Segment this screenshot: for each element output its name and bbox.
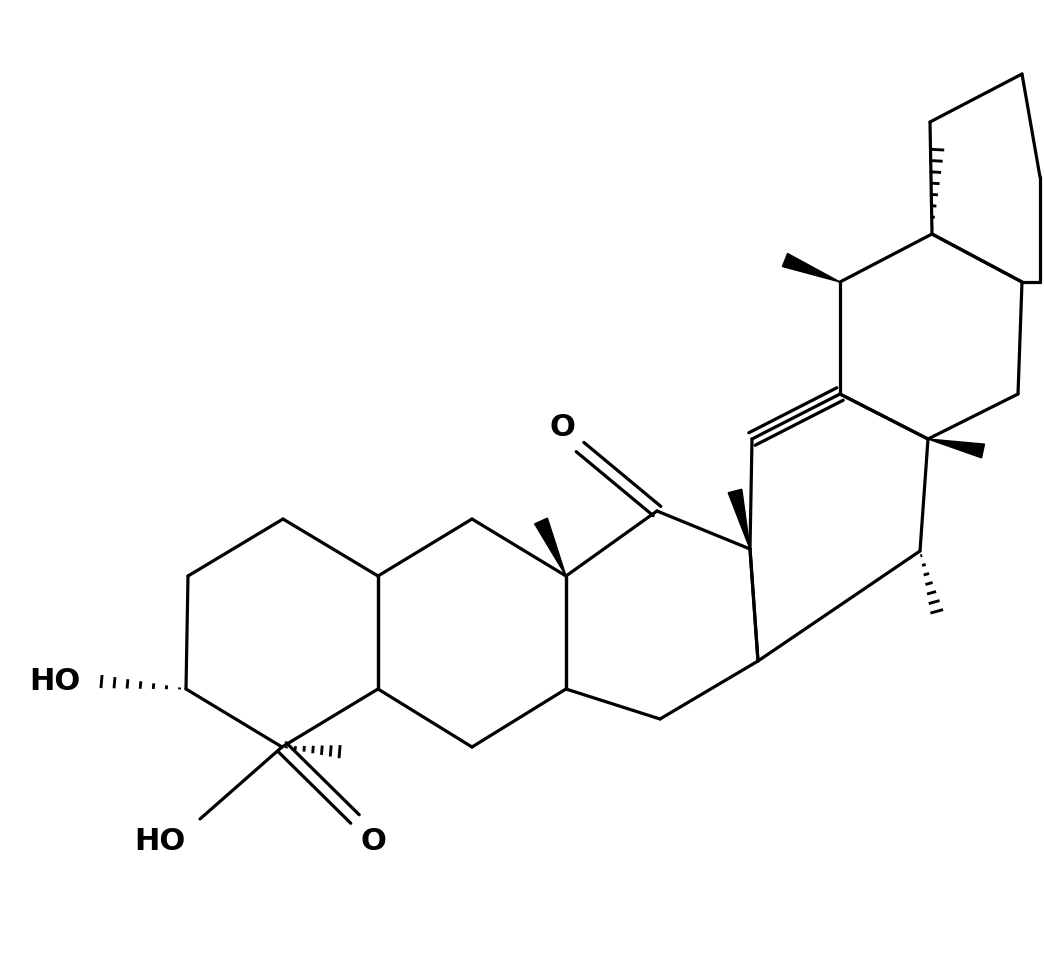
Text: HO: HO [135, 827, 186, 856]
Text: O: O [360, 827, 386, 856]
Polygon shape [729, 489, 750, 549]
Text: HO: HO [29, 667, 80, 696]
Text: O: O [549, 413, 575, 442]
Polygon shape [928, 440, 984, 458]
Polygon shape [535, 518, 566, 577]
Polygon shape [782, 254, 840, 283]
